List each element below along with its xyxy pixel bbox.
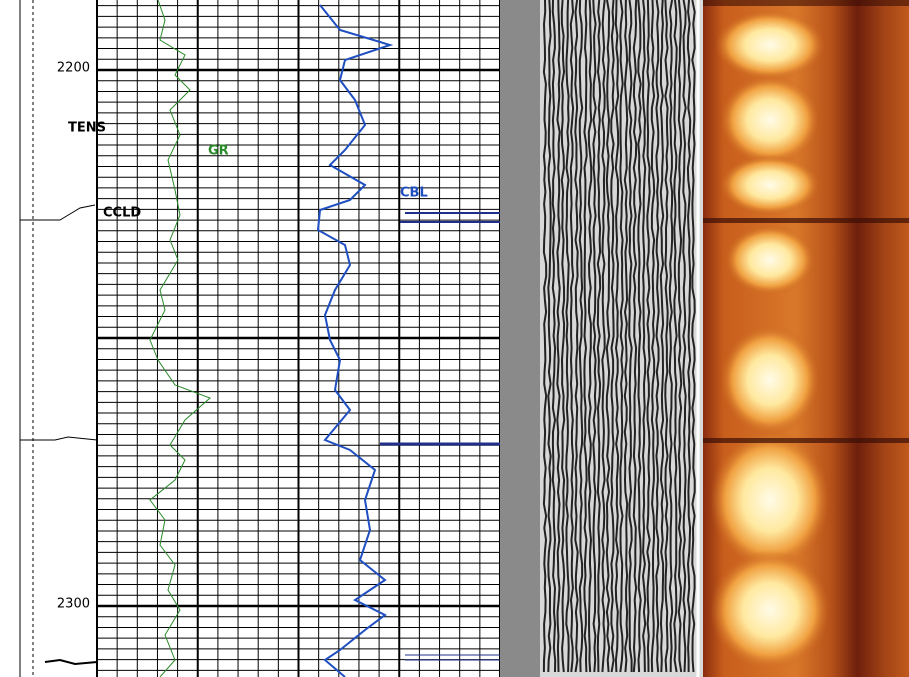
heatmap-track: [703, 0, 909, 677]
curve-label: GR: [208, 144, 229, 159]
ccl-spike: [45, 660, 97, 664]
ccl-spike: [20, 205, 95, 220]
curve-label: CBL: [400, 186, 428, 201]
gap-band: [500, 0, 540, 677]
waveform-track: [540, 0, 703, 677]
well-log: 2200 2300 TENS CCLD GR CBL: [0, 0, 909, 677]
ccl-spike: [20, 437, 97, 440]
grid-track: [97, 0, 500, 677]
depth-label: 2200: [57, 61, 90, 76]
curve-label: CCLD: [103, 206, 141, 221]
curve-label: TENS: [68, 121, 106, 136]
depth-label: 2300: [57, 597, 90, 612]
